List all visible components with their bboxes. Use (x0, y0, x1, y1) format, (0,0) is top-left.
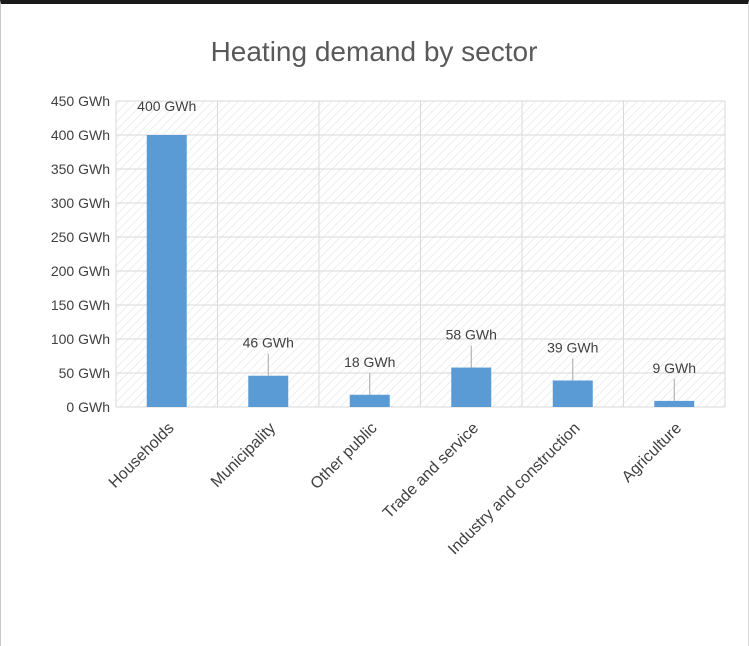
data-label: 18 GWh (344, 354, 395, 370)
data-label: 9 GWh (652, 360, 696, 376)
data-label: 46 GWh (243, 335, 294, 351)
data-label: 58 GWh (446, 327, 497, 343)
x-category-label: Other public (308, 420, 381, 493)
bar-households (146, 135, 187, 407)
y-tick-label: 50 GWh (59, 365, 110, 381)
bar-industry-and-construction (552, 380, 593, 407)
x-category-label: Trade and service (380, 420, 482, 522)
y-tick-label: 400 GWh (51, 127, 110, 143)
y-tick-label: 0 GWh (66, 399, 110, 415)
y-tick-label: 450 GWh (51, 93, 110, 109)
bars (146, 135, 695, 407)
y-tick-label: 200 GWh (51, 263, 110, 279)
y-axis-ticks: 0 GWh 50 GWh 100 GWh 150 GWh 200 GWh 250 GWh 3… (51, 93, 110, 415)
x-category-label: Municipality (208, 420, 279, 491)
x-category-label: Agriculture (619, 420, 685, 486)
y-tick-label: 150 GWh (51, 297, 110, 313)
y-tick-label: 100 GWh (51, 331, 110, 347)
x-axis-labels: Households Municipality Other public Trade … (106, 420, 685, 558)
data-label-leaders (267, 345, 675, 401)
chart-title: Heating demand by sector (211, 36, 538, 67)
bar-other-public (349, 394, 390, 407)
bar-agriculture (654, 400, 695, 407)
bar-municipality (248, 375, 289, 407)
data-label: 39 GWh (547, 339, 598, 355)
bar-trade-and-service (451, 367, 492, 407)
data-label: 400 GWh (137, 98, 196, 114)
y-tick-label: 300 GWh (51, 195, 110, 211)
y-tick-label: 350 GWh (51, 161, 110, 177)
x-category-label: Households (106, 420, 178, 492)
y-tick-label: 250 GWh (51, 229, 110, 245)
data-labels: 400 GWh 46 GWh 18 GWh 58 GWh 39 GWh 9 GWh (137, 98, 696, 376)
gridlines (115, 100, 726, 408)
